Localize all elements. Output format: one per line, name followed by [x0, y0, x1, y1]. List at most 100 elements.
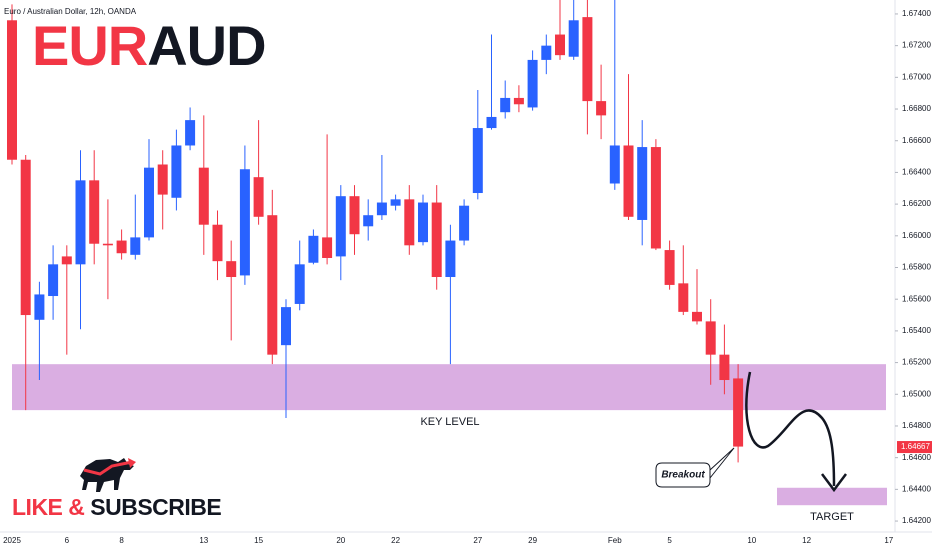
y-tick-label: 1.66800	[902, 104, 931, 113]
y-tick-label: 1.66600	[902, 136, 931, 145]
candle-body	[116, 240, 127, 254]
candle-body	[185, 120, 196, 146]
candle-body	[719, 354, 730, 381]
candle-body	[349, 196, 360, 235]
x-tick-label: 10	[747, 536, 756, 545]
candle-body	[664, 250, 675, 285]
x-tick-label: 27	[473, 536, 482, 545]
candle-body	[7, 20, 17, 160]
y-tick-label: 1.65200	[902, 358, 931, 367]
candle-body	[596, 101, 607, 116]
candle-body	[48, 264, 59, 297]
zone-label: KEY LEVEL	[420, 416, 479, 428]
candle-body	[198, 167, 209, 225]
candle-body	[239, 169, 250, 276]
candle-body	[692, 311, 702, 322]
x-tick-label: 22	[391, 536, 400, 545]
candle-body	[253, 177, 264, 217]
y-tick-label: 1.64800	[902, 421, 931, 430]
x-tick-label: 12	[802, 536, 811, 545]
candle-body	[705, 321, 716, 355]
candle-body	[20, 159, 31, 316]
candle-body	[678, 283, 689, 312]
candle-body	[363, 215, 374, 227]
candle-body	[637, 147, 648, 220]
title-part: EUR	[32, 14, 148, 77]
x-tick-label: 13	[199, 536, 208, 545]
x-tick-label: Feb	[608, 536, 622, 545]
candle-body	[459, 205, 470, 241]
candle-body	[89, 180, 100, 244]
y-tick-label: 1.67200	[902, 41, 931, 50]
candle-body	[568, 20, 579, 57]
candle-body	[171, 145, 182, 198]
branding: LIKE & SUBSCRIBE	[12, 494, 221, 520]
y-tick-label: 1.66000	[902, 231, 931, 240]
candle-body	[102, 243, 113, 246]
y-tick-label: 1.65600	[902, 294, 931, 303]
y-tick-label: 1.64600	[902, 453, 931, 462]
y-tick-label: 1.64400	[902, 484, 931, 493]
candle-body	[582, 17, 593, 102]
x-tick-label: 29	[528, 536, 537, 545]
y-tick-label: 1.65000	[902, 389, 931, 398]
candle-body	[34, 294, 45, 320]
y-tick-label: 1.67400	[902, 9, 931, 18]
candle-body	[404, 199, 415, 246]
candle-body	[609, 145, 620, 184]
x-tick-label: 5	[667, 536, 672, 545]
projection-arrowhead	[821, 473, 847, 493]
x-tick-label: 2025	[3, 536, 21, 545]
candle-body	[472, 128, 483, 194]
y-tick-label: 1.64200	[902, 516, 931, 525]
title-part: AUD	[147, 14, 265, 77]
candle-body	[281, 307, 291, 346]
candle-body	[650, 147, 661, 249]
price-zone	[777, 487, 887, 506]
last-price-label: 1.64667	[901, 442, 930, 451]
x-tick-label: 17	[884, 536, 893, 545]
zone-label: TARGET	[810, 511, 854, 523]
candle-body	[541, 45, 552, 60]
y-tick-label: 1.65800	[902, 263, 931, 272]
candle-body	[445, 240, 456, 278]
last-price-box	[897, 441, 932, 454]
y-tick-label: 1.65400	[902, 326, 931, 335]
candle-body	[390, 199, 401, 206]
axes: 1.64200 1.64400 1.64600 1.64800 1.65000 1.652…	[3, 9, 932, 545]
candle-body	[130, 237, 141, 255]
candle-body	[486, 116, 497, 129]
candle-body	[376, 202, 387, 216]
candle-body	[623, 145, 634, 217]
candle-body	[555, 34, 565, 56]
chart-title: EURAUD	[32, 14, 266, 77]
y-tick-label: 1.66400	[902, 168, 931, 177]
price-zone	[12, 364, 886, 411]
annotation: Breakout	[661, 470, 705, 481]
candle-body	[335, 196, 346, 257]
candle-body	[144, 167, 154, 238]
candle-body	[431, 202, 442, 278]
candles	[7, 0, 744, 463]
x-tick-label: 15	[254, 536, 263, 545]
y-tick-label: 1.67000	[902, 72, 931, 81]
candle-body	[212, 224, 223, 262]
y-tick-label: 1.66200	[902, 199, 931, 208]
candle-body	[500, 97, 511, 113]
candle-body	[322, 237, 333, 258]
breakout-callout: Breakout	[655, 447, 735, 488]
candle-body	[157, 164, 168, 195]
candle-body	[75, 180, 86, 265]
candle-body	[527, 59, 538, 108]
candle-body	[308, 235, 319, 263]
candle-body	[513, 97, 524, 105]
projection-curve	[745, 371, 836, 487]
chart-header: Euro / Australian Dollar, 12h, OANDA	[4, 7, 137, 16]
bull-logo	[80, 458, 136, 492]
x-tick-label: 6	[65, 536, 70, 545]
branding-part: SUBSCRIBE	[90, 494, 221, 520]
candle-body	[226, 261, 237, 278]
candle-body	[267, 215, 278, 355]
